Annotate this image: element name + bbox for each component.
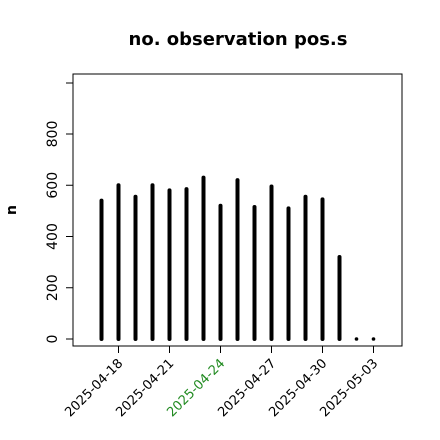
y-tick-label: 800 [45, 121, 61, 148]
y-axis-label: n [4, 205, 20, 215]
bar [354, 337, 359, 341]
y-tick-label: 400 [45, 223, 61, 250]
chart-title: no. observation pos.s [129, 29, 348, 50]
y-tick-label: 0 [45, 335, 61, 344]
x-axis: 2025-04-182025-04-212025-04-242025-04-27… [62, 345, 381, 420]
bar [371, 337, 376, 341]
bars [99, 175, 376, 341]
y-tick-label: 200 [45, 274, 61, 301]
y-tick-label: 600 [45, 172, 61, 199]
y-axis: 0 200 400 600 800 [45, 82, 74, 344]
